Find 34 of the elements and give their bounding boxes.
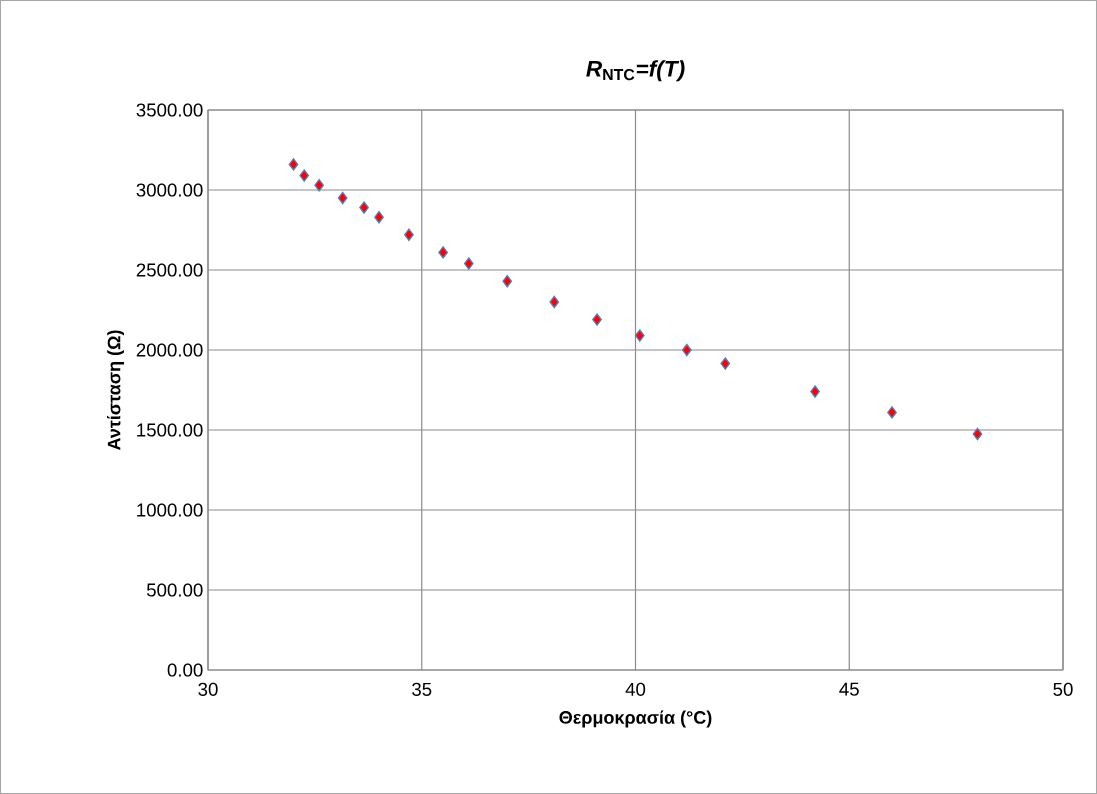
y-tick-label: 3000.00 bbox=[136, 183, 203, 197]
y-axis-title: Αντίσταση (Ω) bbox=[107, 330, 124, 451]
point bbox=[720, 357, 731, 370]
point bbox=[592, 313, 602, 326]
point bbox=[810, 385, 820, 398]
point bbox=[972, 427, 983, 441]
x-tick-label: 50 bbox=[1053, 682, 1073, 696]
point bbox=[314, 178, 325, 192]
x-tick-label: 30 bbox=[198, 682, 218, 696]
chart-title: R$_{NTC}$=f(T) bbox=[586, 60, 685, 82]
point bbox=[549, 295, 560, 309]
point bbox=[337, 191, 348, 205]
y-tick-label: 0.00 bbox=[167, 663, 203, 677]
y-tick-label: 1500.00 bbox=[137, 423, 203, 437]
y-tick-label: 2500.00 bbox=[136, 263, 203, 277]
x-tick-label: 45 bbox=[839, 682, 859, 696]
y-tick-label: 2000.00 bbox=[136, 343, 203, 357]
y-tick-label: 3500.00 bbox=[136, 103, 203, 117]
point bbox=[404, 228, 414, 242]
point bbox=[374, 210, 384, 224]
x-axis-title: Θερμοκρασία (°C) bbox=[559, 710, 712, 728]
point bbox=[299, 169, 310, 182]
point bbox=[681, 343, 692, 357]
point bbox=[438, 246, 448, 259]
point bbox=[502, 274, 513, 288]
point bbox=[463, 257, 474, 270]
y-tick-label: 1000.00 bbox=[137, 503, 203, 517]
point bbox=[359, 201, 369, 214]
point bbox=[288, 158, 299, 171]
x-tick-label: 40 bbox=[625, 682, 646, 696]
point bbox=[634, 329, 645, 342]
x-tick-label: 35 bbox=[412, 682, 432, 696]
y-tick-label: 500.00 bbox=[146, 583, 203, 597]
point bbox=[887, 406, 897, 419]
